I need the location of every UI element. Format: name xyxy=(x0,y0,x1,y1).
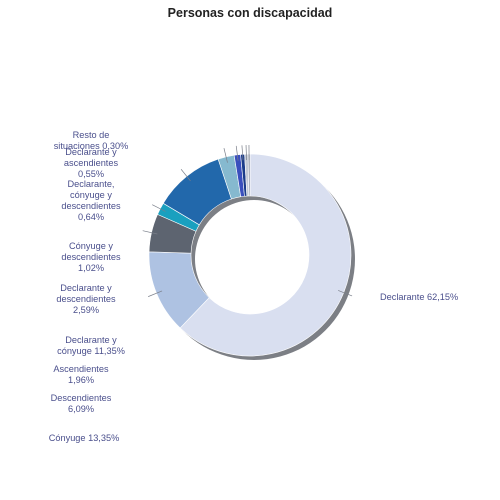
leader-line-3 xyxy=(152,204,166,212)
leader-line-4 xyxy=(180,169,191,182)
slice-label-line: Cónyuge 13,35% xyxy=(49,433,120,443)
slice-label-line: descendientes xyxy=(61,201,121,211)
leader-line-5 xyxy=(223,148,228,163)
pie-slice-0 xyxy=(179,153,352,357)
slice-label-line: descendientes xyxy=(61,252,121,262)
leader-lines xyxy=(142,145,353,297)
slice-label-line: Descendientes xyxy=(51,393,112,403)
slice-label-line: cónyuge y xyxy=(70,190,112,200)
slice-label-line: 6,09% xyxy=(68,404,94,414)
slice-label-line: Declarante 62,15% xyxy=(380,292,458,302)
slice-label-3: Ascendientes 1,96% xyxy=(53,364,109,385)
leader-line-6 xyxy=(235,145,239,161)
leader-line-1 xyxy=(148,290,163,297)
slice-label-2: Descendientes 6,09% xyxy=(51,393,112,414)
slice-label-line: 1,02% xyxy=(78,263,104,273)
slice-label-line: Resto de xyxy=(73,130,110,140)
leader-line-2 xyxy=(142,230,158,235)
slice-label-line: situaciones 0,30% xyxy=(54,141,129,151)
slice-label-line: Declarante y xyxy=(60,283,112,293)
slice-label-0: Declarante 62,15% xyxy=(380,292,458,302)
slice-label-line: Declarante, xyxy=(68,179,115,189)
leader-line-7 xyxy=(241,145,244,161)
slice-label-line: 0,55% xyxy=(78,169,104,179)
chart-title: Personas con discapacidad xyxy=(167,6,333,20)
slice-label-line: Declarante y xyxy=(65,147,117,157)
slice-label-line: 1,96% xyxy=(68,375,94,385)
slice-label-line: cónyuge 11,35% xyxy=(57,346,125,356)
leader-line-8 xyxy=(245,145,247,161)
slice-label-line: 2,59% xyxy=(73,305,99,315)
slice-label-line: 0,64% xyxy=(78,212,104,222)
slice-label-line: Cónyuge y xyxy=(69,241,113,251)
slice-label-line: Declarante y xyxy=(65,335,117,345)
slice-label-line: Ascendientes xyxy=(53,364,109,374)
slice-label-5: Declarante y descendientes 2,59% xyxy=(56,283,116,315)
leader-line-0 xyxy=(338,290,353,297)
slice-labels: Declarante 62,15% Cónyuge 13,35% Descendie… xyxy=(49,130,458,443)
donut-slices xyxy=(148,153,352,357)
slice-label-7: Declarante, cónyuge y descendientes 0,64% xyxy=(61,179,121,222)
slice-label-1: Cónyuge 13,35% xyxy=(49,433,120,443)
slice-label-8: Declarante y ascendientes 0,55% xyxy=(64,147,119,179)
slice-label-9: Resto de situaciones 0,30% xyxy=(54,130,129,151)
slice-label-line: descendientes xyxy=(56,294,116,304)
slice-label-6: Cónyuge y descendientes 1,02% xyxy=(61,241,121,273)
slice-label-line: ascendientes xyxy=(64,158,119,168)
slice-label-4: Declarante y cónyuge 11,35% xyxy=(57,335,125,356)
